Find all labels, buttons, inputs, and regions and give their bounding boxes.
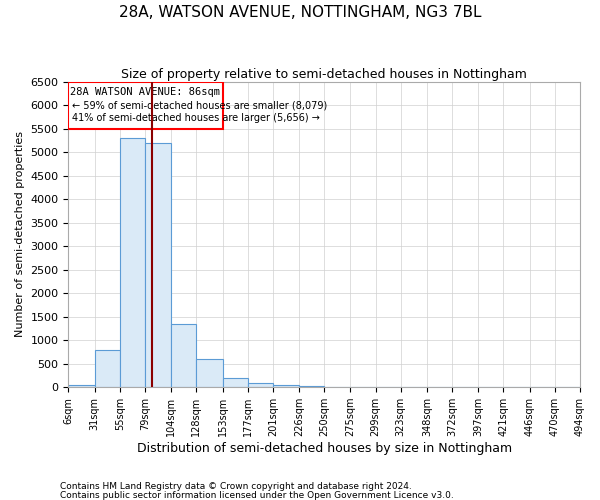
Text: Contains public sector information licensed under the Open Government Licence v3: Contains public sector information licen… [60, 490, 454, 500]
Bar [95, 350, 120, 387]
Title: Size of property relative to semi-detached houses in Nottingham: Size of property relative to semi-detach… [121, 68, 527, 80]
Text: Contains HM Land Registry data © Crown copyright and database right 2024.: Contains HM Land Registry data © Crown c… [60, 482, 412, 491]
Bar [145, 143, 171, 387]
Text: ← 59% of semi-detached houses are smaller (8,079): ← 59% of semi-detached houses are smalle… [71, 100, 327, 110]
Bar [223, 378, 248, 387]
Text: 41% of semi-detached houses are larger (5,656) →: 41% of semi-detached houses are larger (… [71, 114, 319, 124]
Bar [171, 324, 196, 387]
FancyBboxPatch shape [68, 82, 223, 128]
Text: 28A WATSON AVENUE: 86sqm: 28A WATSON AVENUE: 86sqm [70, 87, 220, 97]
Bar [248, 384, 273, 387]
Bar [324, 386, 350, 387]
Bar [273, 386, 299, 387]
Y-axis label: Number of semi-detached properties: Number of semi-detached properties [15, 132, 25, 338]
X-axis label: Distribution of semi-detached houses by size in Nottingham: Distribution of semi-detached houses by … [137, 442, 512, 455]
Bar [196, 359, 223, 387]
Text: 28A, WATSON AVENUE, NOTTINGHAM, NG3 7BL: 28A, WATSON AVENUE, NOTTINGHAM, NG3 7BL [119, 5, 481, 20]
Bar [120, 138, 145, 387]
Bar [68, 385, 95, 387]
Bar [299, 386, 324, 387]
